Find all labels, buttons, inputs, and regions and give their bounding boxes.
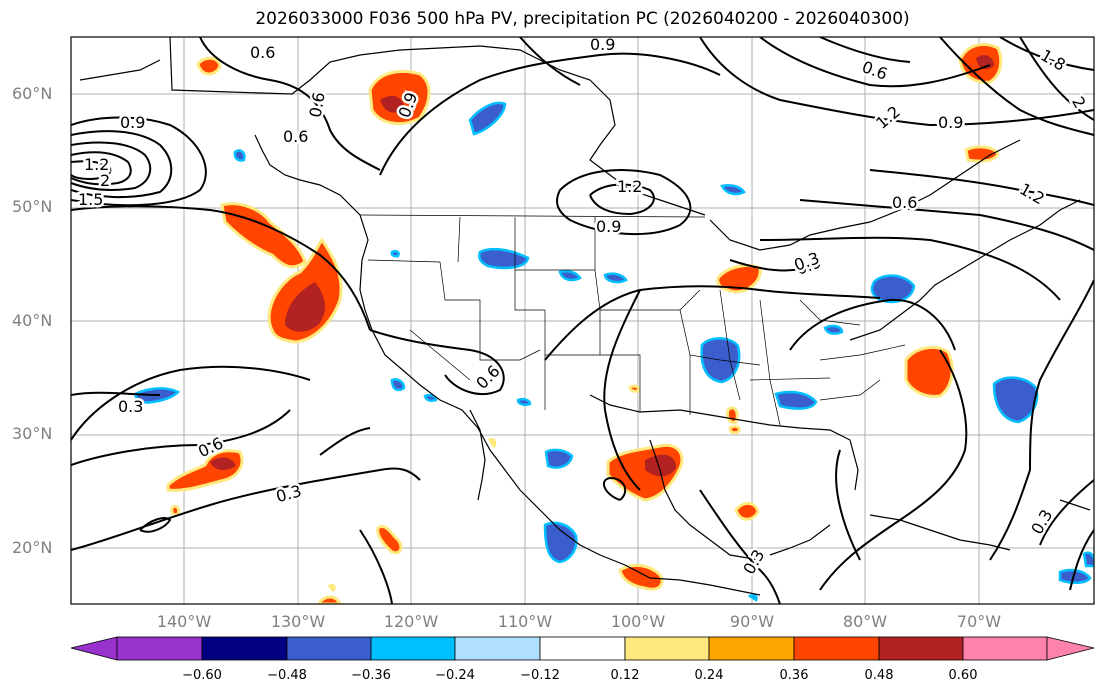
lat-label: 50°N (12, 197, 53, 216)
contour-label: 1.2 (84, 155, 109, 174)
colorbar-tick-label: −0.12 (520, 668, 560, 683)
lat-label: 40°N (12, 311, 53, 330)
contour-label: 0.6 (892, 193, 917, 212)
contour-label: 1.5 (78, 190, 103, 209)
contour-label: 0.9 (938, 113, 963, 132)
contour-label: 0.9 (120, 113, 145, 132)
map-frame (70, 36, 1095, 605)
colorbar-segment (370, 636, 456, 661)
lon-label: 100°W (610, 612, 666, 631)
contour-label: 0.9 (596, 217, 621, 236)
lat-label: 60°N (12, 84, 53, 103)
colorbar-tick-label: 0.60 (948, 668, 978, 683)
colorbar-extend-left (70, 636, 118, 661)
contour-label: 0.6 (283, 127, 308, 146)
lon-label: 140°W (156, 612, 212, 631)
colorbar-segment (201, 636, 288, 661)
contour-label: 1.2 (617, 177, 642, 196)
colorbar-tick-label: 0.12 (610, 668, 640, 683)
lat-label: 30°N (12, 424, 53, 443)
contour-label: 0.9 (590, 35, 615, 54)
colorbar-segment (454, 636, 541, 661)
colorbar-segment (793, 636, 880, 661)
lon-label: 80°W (842, 612, 888, 631)
colorbar-extend-right (1046, 636, 1095, 661)
lon-label: 70°W (956, 612, 1002, 631)
colorbar-tick-label: −0.36 (351, 668, 391, 683)
contour-label: 0.3 (118, 397, 143, 416)
colorbar-segment (962, 636, 1048, 661)
colorbar-tick-label: 0.36 (779, 668, 809, 683)
colorbar-segment (878, 636, 964, 661)
lon-label: 90°W (729, 612, 775, 631)
map-title: 2026033000 F036 500 hPa PV, precipitatio… (255, 9, 910, 29)
colorbar-tick-label: −0.48 (267, 668, 307, 683)
colorbar-segment (708, 636, 795, 661)
coastlines (79, 37, 1091, 596)
colorbar-segment (624, 636, 710, 661)
colorbar-tick-label: −0.60 (182, 668, 222, 683)
contour-label: 2 (100, 171, 110, 190)
colorbar-tick-label: 0.48 (864, 668, 894, 683)
colorbar-segment (539, 636, 626, 661)
state-borders (359, 214, 906, 426)
colorbar-segment (286, 636, 372, 661)
lon-label: 120°W (383, 612, 439, 631)
lon-label: 110°W (497, 612, 553, 631)
contour-label: 0.6 (250, 43, 275, 62)
colorbar-tick-label: 0.24 (694, 668, 724, 683)
lat-label: 20°N (12, 538, 53, 557)
lon-label: 130°W (270, 612, 326, 631)
colorbar-segment (116, 636, 203, 661)
colorbar (70, 636, 1095, 661)
precip-positive (166, 43, 1003, 604)
pv-contours (71, 37, 1094, 604)
colorbar-tick-label: −0.24 (435, 668, 475, 683)
